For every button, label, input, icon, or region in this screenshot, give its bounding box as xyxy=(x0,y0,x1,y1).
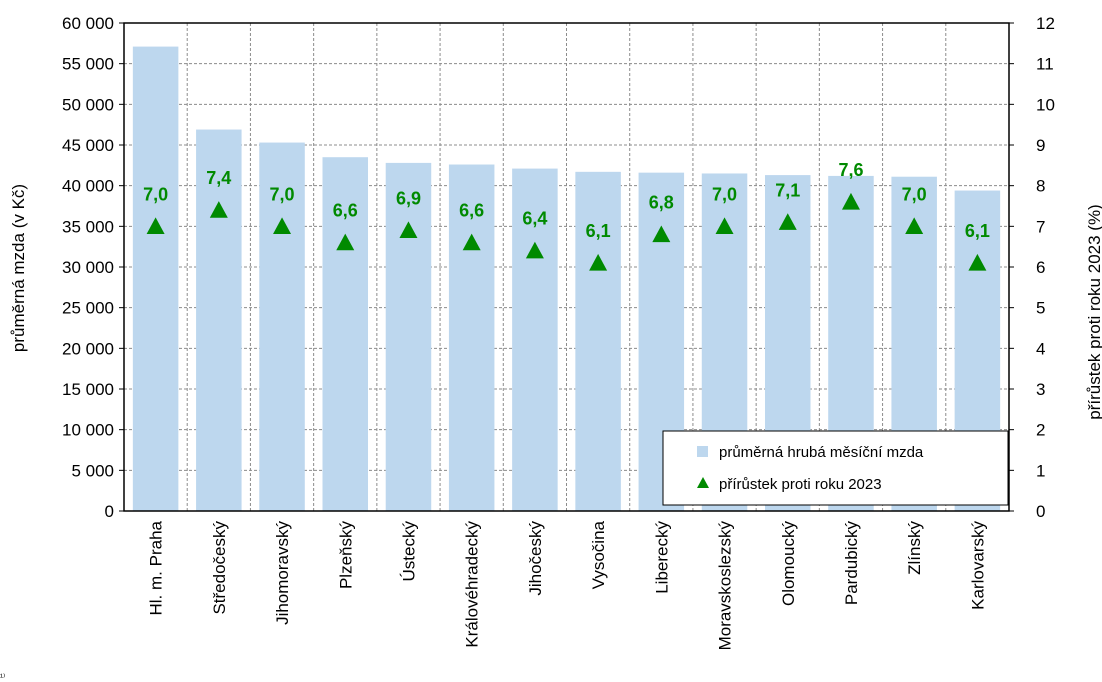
bar xyxy=(575,171,621,511)
category-label: Zlínský xyxy=(905,521,924,575)
data-label: 6,9 xyxy=(396,188,421,208)
y-tick-label: 50 000 xyxy=(62,95,114,114)
y-tick-label: 30 000 xyxy=(62,258,114,277)
y-tick-label: 25 000 xyxy=(62,299,114,318)
y2-tick-label: 11 xyxy=(1036,55,1054,74)
y2-tick-label: 0 xyxy=(1036,502,1045,521)
data-label: 7,0 xyxy=(143,184,168,204)
data-label: 6,8 xyxy=(649,192,674,212)
markers xyxy=(146,192,987,271)
y-tick-label: 45 000 xyxy=(62,136,114,155)
triangle-marker xyxy=(525,241,544,259)
data-label: 7,6 xyxy=(838,160,863,180)
data-label: 7,0 xyxy=(712,184,737,204)
legend: průměrná hrubá měsíční mzda přírůstek pr… xyxy=(662,430,1009,506)
y2-tick-label: 10 xyxy=(1036,95,1055,114)
data-label: 7,4 xyxy=(206,168,231,188)
y2-tick-label: 8 xyxy=(1036,177,1045,196)
triangle-marker xyxy=(462,233,481,251)
y2-tick-label: 6 xyxy=(1036,258,1045,277)
y2-tick-label: 9 xyxy=(1036,136,1045,155)
triangle-marker xyxy=(968,253,987,271)
triangle-marker xyxy=(841,192,860,210)
triangle-marker xyxy=(652,225,671,243)
data-label: 6,6 xyxy=(459,201,484,221)
triangle-marker xyxy=(715,217,734,234)
triangle-marker xyxy=(273,217,292,234)
y-tick-label: 10 000 xyxy=(62,421,114,440)
y-tick-label: 60 000 xyxy=(62,14,114,33)
triangle-marker xyxy=(589,253,608,271)
bar xyxy=(448,164,495,511)
triangle-marker xyxy=(336,233,355,251)
bar xyxy=(132,46,179,511)
data-label: 6,1 xyxy=(965,221,990,241)
y-tick-label: 15 000 xyxy=(62,380,114,399)
data-label: 7,0 xyxy=(270,184,295,204)
bar xyxy=(259,142,305,511)
legend-bar-swatch xyxy=(697,446,708,457)
data-label: 7,0 xyxy=(902,184,927,204)
category-label: Jihočeský xyxy=(526,521,545,596)
y2-tick-label: 3 xyxy=(1036,380,1045,399)
y2-axis-title: přírůstek proti roku 2023 (%) xyxy=(1085,204,1102,419)
category-label: Ústecký xyxy=(399,521,418,582)
data-labels: 7,0 7,4 7,0 6,6 6,9 6,6 6,4 6,1 6,8 7,0 7,1 7,6 7,0 6… xyxy=(143,160,990,241)
bar xyxy=(385,162,432,512)
triangle-marker xyxy=(778,213,797,230)
category-label: Karlovarský xyxy=(968,521,987,610)
y-tick-label: 5 000 xyxy=(71,461,114,480)
legend-triangle-label: přírůstek proti roku 2023 xyxy=(719,476,882,493)
triangle-marker xyxy=(905,217,924,234)
y2-tick-label: 5 xyxy=(1036,299,1045,318)
category-label: Hl. m. Praha xyxy=(147,520,166,615)
triangle-marker xyxy=(399,221,418,239)
y2-tick-label: 7 xyxy=(1036,217,1045,236)
category-label: Liberecký xyxy=(652,521,671,594)
y-axis-title: průměrná mzda (v Kč) xyxy=(9,184,28,352)
legend-bar-label: průměrná hrubá měsíční mzda xyxy=(719,444,924,461)
y-tick-label: 0 xyxy=(105,502,114,521)
data-label: 6,1 xyxy=(586,221,611,241)
y2-tick-label: 1 xyxy=(1036,461,1045,480)
y2-tick-label: 2 xyxy=(1036,421,1045,440)
y2-tick-label: 12 xyxy=(1036,14,1055,33)
y-axis-ticks: 0 5 000 10 000 15 000 20 000 25 000 30 000 35 0… xyxy=(62,14,124,521)
category-label: Středočeský xyxy=(210,521,229,615)
category-label: Jihomoravský xyxy=(273,521,292,625)
y-tick-label: 20 000 xyxy=(62,339,114,358)
category-label: Plzeňský xyxy=(336,521,355,590)
triangle-marker xyxy=(209,201,228,218)
bar xyxy=(196,129,242,511)
legend-triangle-swatch xyxy=(697,477,709,488)
bar xyxy=(322,157,369,511)
y-tick-label: 35 000 xyxy=(62,217,114,236)
data-label: 6,6 xyxy=(333,201,358,221)
y2-tick-label: 4 xyxy=(1036,339,1045,358)
footnote: ¹⁾ xyxy=(0,672,5,682)
legend-box xyxy=(662,430,1009,506)
category-label: Vysočina xyxy=(589,520,608,589)
triangle-marker xyxy=(146,217,165,234)
category-label: Královéhradecký xyxy=(463,521,482,648)
data-label: 6,4 xyxy=(522,209,547,229)
y-tick-label: 40 000 xyxy=(62,177,114,196)
category-label: Moravskoslezský xyxy=(716,521,735,651)
bar xyxy=(512,168,558,511)
category-label: Pardubický xyxy=(842,521,861,606)
category-labels: Hl. m. Praha Středočeský Jihomoravský Plzeň… xyxy=(147,520,988,650)
y-tick-label: 55 000 xyxy=(62,55,114,74)
data-label: 7,1 xyxy=(775,180,800,200)
category-label: Olomoucký xyxy=(779,521,798,607)
